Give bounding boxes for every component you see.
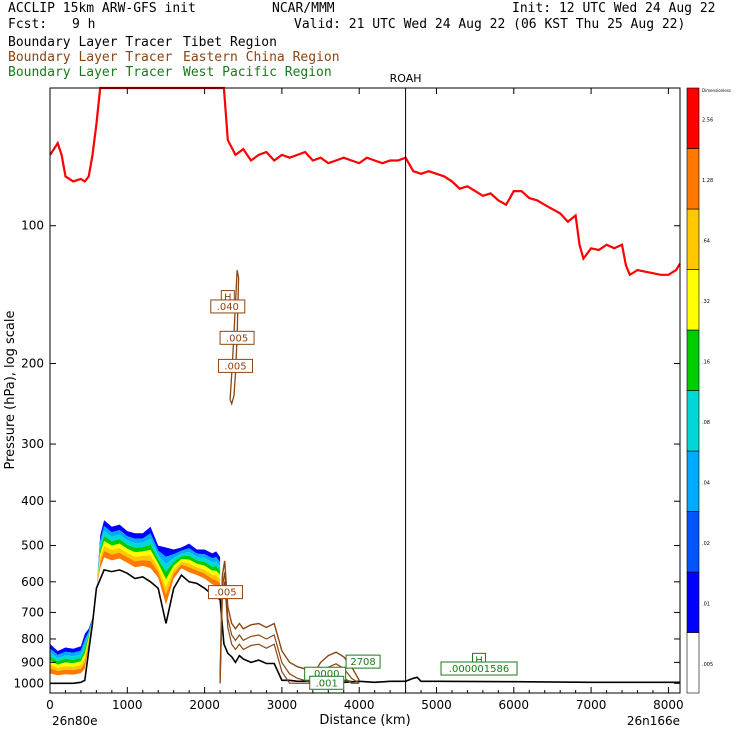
contour-label: .040 [217, 302, 239, 313]
x-tick-label: 8000 [653, 698, 684, 712]
contour-label: 2708 [350, 657, 375, 668]
contour-label-box [309, 675, 345, 690]
y-tick-label: 600 [21, 575, 44, 589]
contour-label-box [218, 358, 254, 373]
tracer-line-eastern-china-region [219, 560, 360, 681]
legend-green-region: West Pacific Region [183, 65, 332, 80]
y-tick-label: 400 [21, 494, 44, 508]
x-tick-label: 3000 [267, 698, 298, 712]
init-time: Init: 12 UTC Wed 24 Aug 22 [512, 1, 716, 16]
plot-frame [49, 87, 681, 694]
left-endpoint-label: 26n80e [52, 714, 98, 728]
contour-label: H [475, 655, 483, 666]
fcst-value: 9 h [72, 17, 96, 32]
y-tick-label: 1000 [13, 676, 44, 690]
legend-green-tracer: Boundary Layer Tracer [8, 65, 173, 80]
tropopause-line [49, 86, 681, 277]
y-tick-label: 200 [21, 356, 44, 370]
y-axis: 100 200 300 400 500 600 700 800 900 1000 [13, 219, 680, 690]
x-tick-label: 4000 [344, 698, 375, 712]
x-tick-label: 5000 [421, 698, 452, 712]
tracer-contour-eastern-china [219, 572, 360, 685]
station-marker: ROAH [390, 72, 422, 693]
y-tick-label: 300 [21, 437, 44, 451]
y-tick-label: 500 [21, 539, 44, 553]
valid-time: Valid: 21 UTC Wed 24 Aug 22 (06 KST Thu … [294, 17, 686, 32]
x-tick-label: 7000 [576, 698, 607, 712]
colorbar-level-label: .02 [702, 541, 710, 547]
y-tick-label: 800 [21, 632, 44, 646]
contour-label: .000001586 [449, 664, 509, 675]
colorbar-swatch [686, 450, 700, 512]
colorbar-swatch [686, 208, 700, 270]
colorbar-level-label: 1.28 [702, 178, 713, 184]
colorbar-level-label: .08 [702, 420, 710, 426]
colorbar-level-label: .005 [702, 662, 713, 668]
colorbar-swatch [686, 632, 700, 694]
org-label: NCAR/MMM [272, 1, 335, 16]
right-endpoint-label: 26n166e [627, 714, 680, 728]
contour-label-box [219, 330, 255, 345]
y-tick-label: 100 [21, 219, 44, 233]
x-tick-label: 0 [46, 698, 54, 712]
model-title: ACCLIP 15km ARW-GFS init [8, 1, 196, 16]
y-tick-label: 900 [21, 655, 44, 669]
contour-label: .005 [226, 333, 248, 344]
colorbar-level-label: .64 [702, 238, 710, 244]
contour-label-box [345, 654, 381, 669]
colorbar-level-label: .01 [702, 601, 710, 607]
contour-label: .005 [224, 361, 246, 372]
colorbar-swatch [686, 571, 700, 633]
colorbar: .005 .01 .02 .04 .08 .16 .32 .64 1.28 2.56 Dimensi… [686, 87, 731, 694]
fcst-label: Fcst: [8, 17, 48, 32]
contour-label-box [440, 661, 518, 676]
contour-label: .0000 [311, 669, 340, 680]
tracer-series [50, 269, 680, 685]
x-axis: 0 1000 2000 3000 4000 5000 6000 7000 8000 [46, 88, 684, 712]
colorbar-swatch [686, 87, 700, 149]
contour-label: H [224, 293, 232, 304]
tracer-shading [50, 520, 221, 676]
colorbar-level-label: .04 [702, 480, 710, 486]
colorbar-level-label: 2.56 [702, 117, 713, 123]
colorbar-swatch [686, 269, 700, 331]
y-tick-label: 700 [21, 605, 44, 619]
contour-labels: H.040.005.005.005.00002708.001H.00000158… [207, 290, 518, 690]
colorbar-swatch [686, 148, 700, 210]
tropopause-line [49, 86, 681, 277]
y-axis-label: Pressure (hPa), log scale [3, 311, 18, 470]
legend-black-tracer: Boundary Layer Tracer [8, 35, 173, 50]
legend-black-region: Tibet Region [183, 35, 277, 50]
contour-label: .001 [316, 678, 338, 689]
x-axis-label: Distance (km) [319, 713, 410, 728]
roah-marker-label: ROAH [390, 72, 422, 85]
x-tick-label: 6000 [499, 698, 530, 712]
contour-label-box [207, 585, 243, 600]
x-tick-label: 1000 [112, 698, 143, 712]
colorbar-swatch [686, 329, 700, 391]
contour-label: .005 [214, 588, 236, 599]
colorbar-level-label: .16 [702, 359, 710, 365]
colorbar-level-label: .32 [702, 299, 710, 305]
contour-label-box [210, 299, 246, 314]
legend-brown-tracer: Boundary Layer Tracer [8, 50, 173, 65]
colorbar-swatch [686, 390, 700, 452]
colorbar-swatch [686, 511, 700, 573]
x-tick-label: 2000 [189, 698, 220, 712]
colorbar-units-label: Dimensionless [702, 88, 731, 93]
legend-brown-region: Eastern China Region [183, 50, 340, 65]
